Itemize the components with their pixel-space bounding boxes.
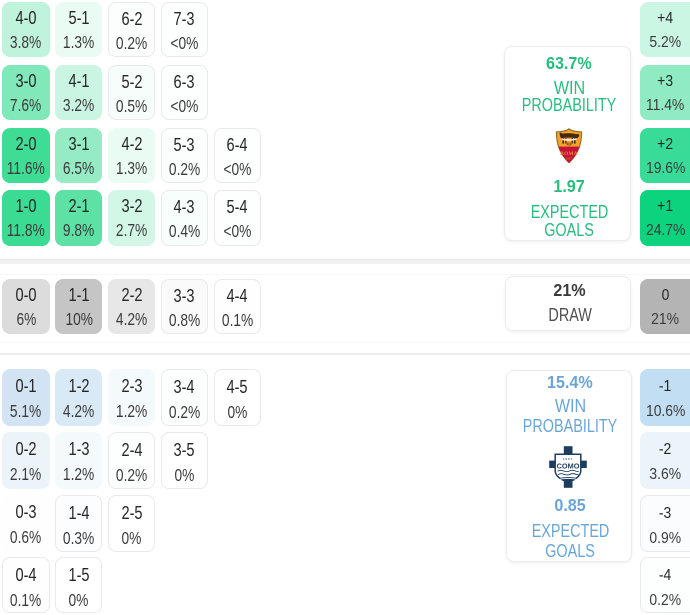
svg-text:1907: 1907	[563, 457, 573, 461]
svg-text:ROMA: ROMA	[560, 151, 578, 157]
svg-text:COMO: COMO	[557, 463, 580, 470]
svg-text:1927: 1927	[566, 157, 573, 160]
